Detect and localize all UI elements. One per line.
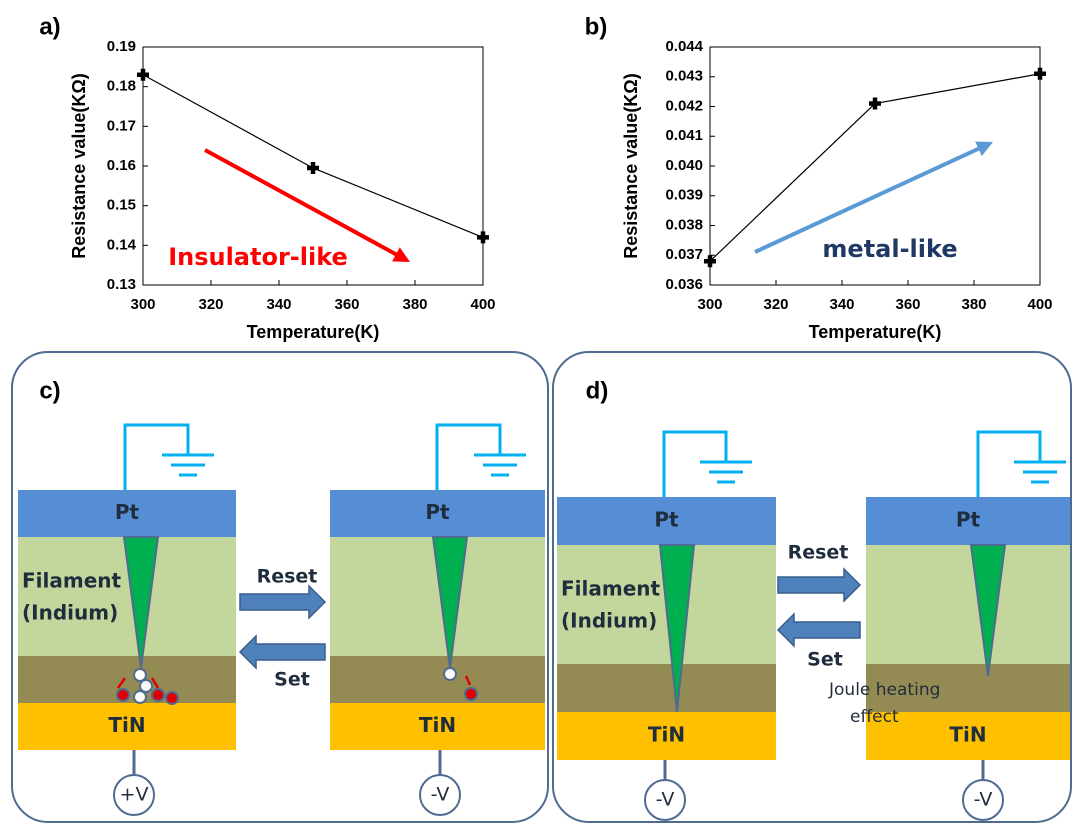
device-layer	[330, 656, 545, 703]
device-layer	[557, 664, 776, 712]
y-tick-label: 0.17	[107, 117, 136, 134]
ion	[152, 689, 164, 701]
panel-label: a)	[39, 13, 60, 40]
block-arrow	[240, 586, 325, 618]
x-tick-label: 380	[402, 296, 427, 313]
y-axis-label: Resistance value(KΩ)	[621, 73, 641, 259]
figure: 0.13 0.14 0.15 0.16 0.17 0.18 0.19 300 320 340 360…	[0, 0, 1076, 832]
y-tick-label: 0.038	[665, 216, 703, 233]
block-arrow	[778, 569, 860, 601]
ground-wire	[437, 425, 500, 490]
x-tick-label: 400	[470, 296, 495, 313]
panel-label: c)	[39, 377, 60, 404]
data-point	[1034, 68, 1046, 80]
panel-label: d)	[586, 377, 609, 404]
ion	[140, 680, 152, 692]
layer-label: TiN	[108, 713, 145, 737]
ground-wire	[125, 425, 188, 490]
layer-label: Pt	[115, 500, 140, 524]
ion	[166, 692, 178, 704]
y-tick-label: 0.036	[665, 276, 703, 293]
y-tick-label: 0.14	[107, 236, 137, 253]
data-point	[307, 162, 319, 174]
arrow-label: Reset	[257, 566, 318, 588]
x-tick-label: 320	[198, 296, 223, 313]
y-axis-label: Resistance value(KΩ)	[69, 73, 89, 259]
x-tick-label: 380	[961, 296, 986, 313]
block-arrow	[240, 636, 325, 668]
y-tick-label: 0.044	[665, 38, 703, 55]
data-point	[137, 69, 149, 81]
filament-label: (Indium)	[561, 609, 657, 633]
x-tick-label: 340	[829, 296, 854, 313]
annotation: metal-like	[822, 235, 957, 263]
y-tick-label: 0.16	[107, 157, 136, 174]
x-tick-label: 320	[763, 296, 788, 313]
x-tick-label: 300	[697, 296, 722, 313]
panel-label: b)	[585, 13, 608, 40]
y-tick-label: 0.15	[107, 197, 136, 214]
y-tick-label: 0.18	[107, 78, 136, 95]
device-layer	[866, 545, 1070, 664]
x-tick-label: 400	[1027, 296, 1052, 313]
layer-label: TiN	[648, 723, 685, 747]
x-tick-label: 340	[266, 296, 291, 313]
arrow-label: Set	[807, 649, 843, 671]
y-tick-label: 0.042	[665, 97, 703, 114]
y-tick-label: 0.13	[107, 276, 136, 293]
layer-label: Pt	[425, 500, 450, 524]
x-tick-label: 300	[130, 296, 155, 313]
joule-label: effect	[850, 707, 899, 727]
ion	[117, 689, 129, 701]
ground-wire	[664, 432, 726, 497]
voltage-label: -V	[656, 789, 675, 811]
x-tick-label: 360	[334, 296, 359, 313]
ion	[134, 669, 146, 681]
voltage-label: +V	[120, 784, 149, 806]
layer-label: TiN	[419, 713, 456, 737]
y-tick-label: 0.040	[665, 157, 703, 174]
y-tick-label: 0.041	[665, 127, 703, 144]
ion	[465, 688, 477, 700]
y-tick-label: 0.19	[107, 38, 136, 55]
ion	[444, 668, 456, 680]
filament-label: Filament	[22, 569, 122, 593]
annotation: Insulator-like	[168, 243, 348, 271]
layer-label: Pt	[654, 508, 679, 532]
joule-label: Joule heating	[828, 680, 940, 700]
x-axis-label: Temperature(K)	[247, 322, 380, 342]
arrow-label: Reset	[788, 542, 849, 564]
y-tick-label: 0.043	[665, 68, 703, 85]
layer-label: Pt	[956, 508, 981, 532]
data-point	[477, 231, 489, 243]
filament-label: Filament	[561, 577, 661, 601]
x-tick-label: 360	[895, 296, 920, 313]
trend-arrow	[205, 150, 399, 256]
arrow-label: Set	[274, 669, 310, 691]
data-line	[143, 75, 483, 238]
voltage-label: -V	[974, 789, 993, 811]
voltage-label: -V	[431, 784, 450, 806]
block-arrow	[778, 614, 860, 646]
y-tick-label: 0.037	[665, 246, 703, 263]
ion	[134, 691, 146, 703]
layer-label: TiN	[949, 723, 986, 747]
ground-wire	[978, 432, 1040, 497]
y-tick-label: 0.039	[665, 187, 703, 204]
x-axis-label: Temperature(K)	[809, 322, 942, 342]
filament-label: (Indium)	[22, 601, 118, 625]
